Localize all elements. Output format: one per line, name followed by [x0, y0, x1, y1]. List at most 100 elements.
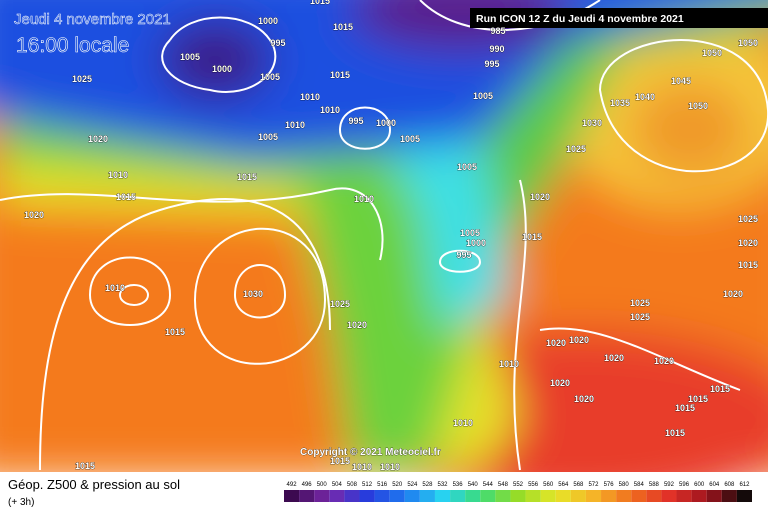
isobar-label: 1020	[574, 394, 594, 404]
run-label: Run ICON 12 Z du Jeudi 4 novembre 2021	[476, 13, 684, 25]
scale-swatch	[540, 490, 556, 502]
scale-label: 556	[528, 482, 539, 488]
isobar-label: 1005	[457, 162, 477, 172]
isobar-label: 1015	[165, 327, 185, 337]
scale-label: 528	[422, 482, 433, 488]
isobar-label: 1020	[569, 335, 589, 345]
isobar-label: 1015	[333, 22, 353, 32]
isobar-label: 1015	[710, 384, 730, 394]
scale-swatch	[374, 490, 390, 502]
scale-swatch	[434, 490, 451, 502]
scale-label: 580	[619, 482, 630, 488]
isobar-label: 1020	[546, 338, 566, 348]
scale-swatch	[404, 490, 420, 502]
scale-swatch	[359, 490, 375, 502]
scale-swatch	[465, 490, 481, 502]
scale-label: 516	[377, 482, 388, 488]
isobar-label: 1015	[116, 192, 136, 202]
isobar-label: 1005	[260, 72, 280, 82]
scale-label: 612	[739, 482, 750, 488]
scale-label: 564	[558, 482, 569, 488]
scale-swatch	[525, 490, 541, 502]
isobar-label: 1010	[380, 462, 400, 472]
isobar-label: 1010	[320, 105, 340, 115]
copyright: Copyright © 2021 Meteociel.fr	[300, 447, 441, 458]
scale-label: 584	[634, 482, 645, 488]
isobar-label: 1005	[180, 52, 200, 62]
scale-label: 596	[679, 482, 690, 488]
isobar-lines	[0, 0, 768, 470]
scale-label: 536	[453, 482, 464, 488]
isobar-label: 1020	[530, 192, 550, 202]
color-scale: 492 496 500 504 508 512 516 520 524 528 532 536 540 5…	[284, 482, 752, 502]
scale-label: 532	[438, 482, 449, 488]
isobar-label: 1025	[72, 74, 92, 84]
isobar-label: 1020	[88, 134, 108, 144]
isobar-label: 1015	[738, 260, 758, 270]
isobar-label: 1005	[400, 134, 420, 144]
isobar-label: 1050	[702, 48, 722, 58]
run-box	[470, 8, 768, 28]
scale-swatch	[691, 490, 707, 502]
scale-swatch	[736, 490, 752, 502]
isobar-label: 1020	[738, 238, 758, 248]
isobar-label: 1015	[310, 0, 330, 6]
scale-swatch	[314, 490, 330, 502]
scale-swatch	[570, 490, 586, 502]
isobar-label: 1050	[738, 38, 758, 48]
scale-swatch	[585, 490, 602, 502]
scale-label: 520	[392, 482, 403, 488]
isobar-label: 1035	[610, 98, 630, 108]
scale-swatch	[631, 490, 647, 502]
isobar-label: 1040	[635, 92, 655, 102]
isobar-label: 1010	[499, 359, 519, 369]
time: 16:00 locale	[16, 34, 129, 57]
scale-swatch	[601, 490, 617, 502]
isobar-label: 1010	[300, 92, 320, 102]
isobar-label: 1010	[352, 462, 372, 472]
isobar-label: 1025	[566, 144, 586, 154]
isobar-label: 1005	[258, 132, 278, 142]
isobar-label: 1030	[582, 118, 602, 128]
isobar-label: 1045	[671, 76, 691, 86]
isobar-label: 1020	[24, 210, 44, 220]
scale-swatch	[510, 490, 526, 502]
scale-swatch	[284, 490, 300, 502]
footer-title: Géop. Z500 & pression au sol	[8, 477, 180, 492]
scale-swatch	[676, 490, 692, 502]
scale-label: 568	[573, 482, 584, 488]
scale-swatch	[419, 490, 435, 502]
scale-label: 540	[468, 482, 479, 488]
scale-swatch	[299, 490, 315, 502]
scale-label: 508	[347, 482, 358, 488]
scale-label: 492	[287, 482, 298, 488]
scale-label: 548	[498, 482, 509, 488]
isobar-label: 1015	[330, 70, 350, 80]
isobar-label: 1025	[738, 214, 758, 224]
isobar-label: 1010	[453, 418, 473, 428]
isobar-label: 1000	[258, 16, 278, 26]
isobar-label: 1025	[330, 299, 350, 309]
isobar-label: 1020	[604, 353, 624, 363]
scale-swatch	[555, 490, 571, 502]
footer-step: (+ 3h)	[8, 497, 34, 508]
isobar-label: 1015	[237, 172, 257, 182]
isobar-label: 990	[489, 44, 504, 54]
scale-label: 572	[588, 482, 599, 488]
isobar-label: 1015	[522, 232, 542, 242]
isobar-label: 1005	[460, 228, 480, 238]
isobar-label: 1000	[376, 118, 396, 128]
isobar-label: 1010	[354, 194, 374, 204]
isobar-label: 1000	[466, 238, 486, 248]
isobar-label: 985	[490, 26, 505, 36]
scale-label: 524	[407, 482, 418, 488]
isobar-label: 1025	[630, 298, 650, 308]
scale-label: 552	[513, 482, 524, 488]
isobar-label: 995	[270, 38, 285, 48]
isobar-label: 995	[348, 116, 363, 126]
scale-label: 512	[362, 482, 373, 488]
isobar-label: 995	[456, 250, 471, 260]
scale-label: 592	[664, 482, 675, 488]
